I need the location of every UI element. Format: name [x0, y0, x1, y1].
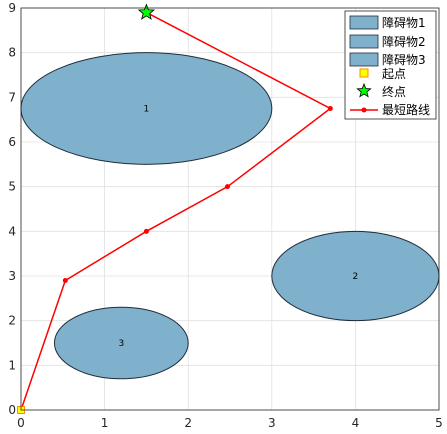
y-tick-label-6: 6	[8, 135, 16, 149]
legend: 障碍物1 障碍物2 障碍物3 起点 终点 最短路线	[344, 10, 437, 120]
legend-label-start: 起点	[382, 67, 406, 81]
x-tick-label-5: 5	[435, 416, 443, 430]
legend-label-obstacle-3: 障碍物3	[382, 52, 426, 67]
y-tick-label-7: 7	[8, 90, 16, 104]
legend-label-path: 最短路线	[382, 102, 430, 117]
legend-end-icon	[356, 82, 372, 98]
x-tick-label-0: 0	[17, 416, 25, 430]
legend-start-icon	[359, 68, 369, 78]
x-tick-label-3: 3	[268, 416, 276, 430]
y-tick-label-9: 9	[8, 1, 16, 15]
obstacle-3	[53, 306, 189, 380]
plot-frame	[20, 7, 440, 411]
legend-swatch-obstacle-3	[349, 52, 379, 67]
y-tick-label-1: 1	[8, 358, 16, 372]
y-tick-label-5: 5	[8, 180, 16, 194]
obstacle-label-2: 2	[353, 272, 359, 282]
x-tick-label-4: 4	[352, 416, 360, 430]
x-tick-label-2: 2	[184, 416, 192, 430]
legend-label-obstacle-1: 障碍物1	[382, 15, 426, 30]
legend-swatch-obstacle-2	[349, 34, 379, 49]
legend-swatch-obstacle-1	[349, 15, 379, 30]
legend-label-obstacle-2: 障碍物2	[382, 34, 426, 49]
y-tick-label-3: 3	[8, 269, 16, 283]
tick-labels: 0 1 2 3 4 5 0 1 2 3 4 5 6 7 8 9	[8, 1, 442, 430]
legend-path-marker	[361, 107, 367, 113]
y-tick-label-4: 4	[8, 224, 16, 238]
end-marker	[137, 3, 156, 20]
obstacle-label-3: 3	[118, 339, 124, 349]
legend-label-end: 终点	[382, 84, 406, 99]
y-tick-label-0: 0	[8, 403, 16, 417]
y-tick-label-2: 2	[8, 314, 16, 328]
obstacles: 1 2 3	[20, 52, 440, 380]
x-tick-label-1: 1	[101, 416, 109, 430]
obstacle-label-1: 1	[144, 105, 150, 115]
path-point-3	[224, 184, 230, 190]
path-point-1	[62, 277, 68, 283]
path-point-4	[327, 106, 333, 111]
shortest-path-line	[20, 11, 332, 411]
path-point-2	[143, 228, 149, 234]
y-tick-label-8: 8	[8, 46, 16, 60]
